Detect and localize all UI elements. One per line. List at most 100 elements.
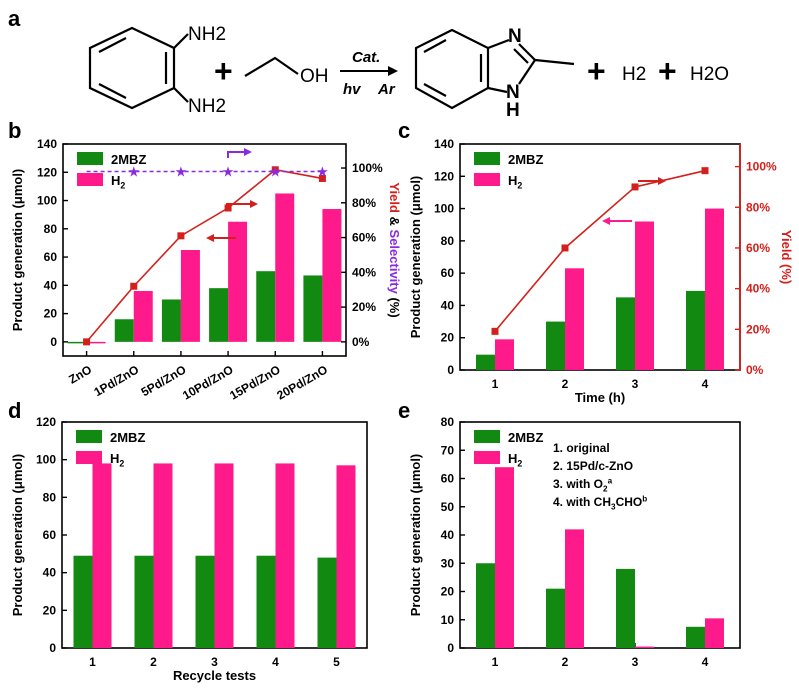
x-tick-label: 1Pd/ZnO [92, 362, 142, 399]
selectivity-marker: ★ [269, 164, 282, 180]
y-axis-label: Product generation (μmol) [408, 454, 423, 617]
y-tick-label: 20 [44, 307, 58, 321]
yield-marker [83, 338, 91, 346]
plot-frame [62, 143, 347, 357]
nh2-top-label: NH2 [188, 24, 226, 45]
x-tick-label: 2 [150, 655, 157, 669]
panel-label-e: e [398, 398, 411, 423]
x-tick-label: 1 [89, 655, 96, 669]
y-tick-label: 60 [43, 528, 57, 542]
y-tick-label: 100 [36, 453, 56, 467]
bar-h2 [565, 268, 584, 370]
bar-2mbz [686, 290, 705, 370]
ethanol-structure [244, 56, 299, 77]
chart-d: 0 20 40 60 80 100 120 1 2 3 4 5 Product generation (… [10, 415, 368, 683]
bar-h2 [336, 465, 356, 648]
y-tick-label: 60 [441, 266, 455, 280]
bar-h2 [214, 463, 234, 648]
legend-label-h2: H2​ [110, 451, 124, 469]
y-tick-label: 120 [434, 169, 454, 183]
bar-2mbz [256, 271, 276, 342]
legend-label-2mbz: 2MBZ [111, 152, 146, 167]
yield-arrowhead [250, 200, 258, 208]
y-tick-label: 140 [37, 137, 57, 151]
y-tick-label: 30 [441, 556, 455, 570]
yield-marker [701, 167, 709, 175]
y-tick-label: 120 [36, 415, 56, 429]
legend-label-h2: H2​ [508, 173, 522, 191]
catalyst-label: Cat. [352, 49, 380, 66]
y2-axis-label: Yield (%) [779, 230, 794, 284]
annotation-4: 4. with CH3​CHOb​ [553, 494, 647, 511]
y-tick-label: 60 [44, 250, 58, 264]
y-tick-label: 20 [441, 585, 455, 599]
legend-swatch-2mbz [474, 430, 500, 443]
legend-label-h2: H2​ [508, 451, 522, 469]
bar-2mbz [546, 321, 565, 370]
y2-tick-label: 80% [352, 196, 376, 210]
bar-h2 [133, 290, 153, 342]
bar-h2 [635, 221, 654, 370]
legend-label-h2: H2​ [111, 173, 125, 191]
h2o-product-label: H2O [690, 64, 729, 85]
y-tick-label: 40 [44, 278, 58, 292]
bar-h2 [86, 341, 106, 344]
bar-2mbz [73, 555, 93, 648]
x-tick-label: 20Pd/ZnO [274, 362, 330, 402]
plus-sign-3: + [658, 53, 677, 89]
yield-marker [271, 166, 279, 174]
bar-h2 [228, 221, 248, 342]
yield-marker [177, 232, 185, 240]
y-tick-label: 0 [50, 335, 57, 349]
plus-sign-2: + [587, 53, 606, 89]
x-tick-label: 1 [492, 377, 499, 391]
bar-2mbz [67, 341, 87, 344]
legend-label-2mbz: 2MBZ [110, 430, 145, 445]
legend-swatch-h2 [76, 451, 102, 464]
y-tick-label: 40 [441, 298, 455, 312]
bar-2mbz [546, 588, 565, 648]
legend-swatch-2mbz [76, 430, 102, 443]
bar-h2 [565, 529, 584, 648]
selectivity-marker: ★ [222, 164, 235, 180]
bar-2mbz [317, 557, 337, 648]
annotation-3: 3. with O2​a​ [553, 476, 613, 493]
x-axis-label: Time (h) [575, 390, 625, 405]
bar-h2 [180, 250, 200, 342]
y-axis-label: Product generation (μmol) [10, 169, 25, 332]
bar-h2 [275, 463, 295, 648]
bar-h2 [92, 463, 112, 648]
bar-2mbz [209, 288, 229, 342]
selectivity-axis-arrow [227, 151, 248, 158]
y-tick-label: 140 [434, 137, 454, 151]
y-tick-label: 70 [441, 443, 455, 457]
bar-h2 [322, 209, 342, 342]
h2-product-label: H2 [622, 64, 646, 85]
argon-label: Ar [377, 81, 396, 98]
y2-tick-label: 40% [352, 265, 376, 279]
y-tick-label: 50 [441, 500, 455, 514]
x-tick-label: 2 [562, 377, 569, 391]
oh-label: OH [300, 66, 329, 87]
reaction-arrowhead [388, 66, 398, 76]
y-tick-label: 60 [441, 472, 455, 486]
y-tick-label: 20 [441, 331, 455, 345]
y-tick-label: 80 [43, 490, 57, 504]
plus-sign-1: + [214, 53, 233, 89]
legend-label-2mbz: 2MBZ [508, 152, 543, 167]
y-tick-label: 10 [441, 613, 455, 627]
yield-marker [491, 327, 499, 335]
y-tick-label: 40 [441, 528, 455, 542]
benzimidazole-structure [414, 28, 575, 110]
legend-swatch-h2 [474, 173, 500, 186]
chart-c: 0 20 40 60 80 100 120 140 1 2 3 4 Product generation… [408, 137, 794, 405]
y-tick-label: 100 [434, 202, 454, 216]
chart-e: 0 10 20 30 40 50 60 70 80 1 2 3 4 Product generation … [408, 415, 741, 669]
x-tick-label: 5 [333, 655, 340, 669]
benzimidazole-nh-h-label: H [506, 100, 520, 120]
yield-arrowhead [658, 177, 666, 185]
yield-marker [130, 282, 138, 290]
panel-label-b: b [8, 118, 22, 143]
bar-2mbz [134, 555, 154, 648]
x-tick-label: 4 [702, 655, 709, 669]
